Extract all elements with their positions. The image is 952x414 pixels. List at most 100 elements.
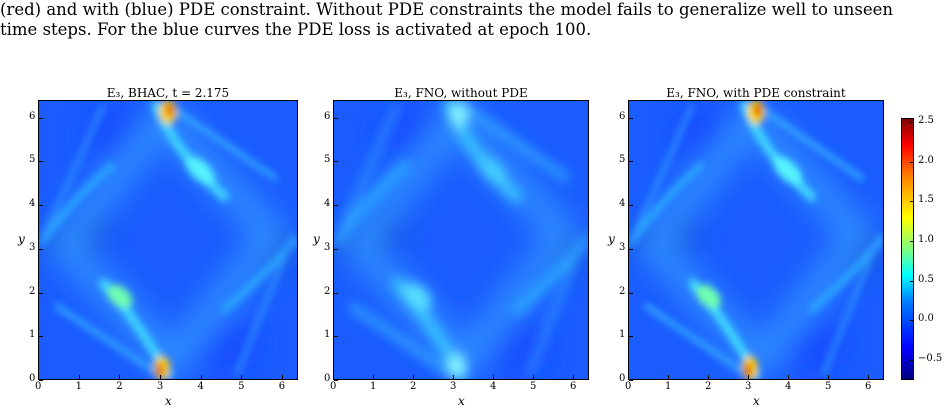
panel-3-ytick: 6: [619, 110, 626, 122]
panel-3-ylabel: y: [608, 232, 615, 246]
panel-3-xtick: 0: [625, 381, 632, 392]
panel-2-xlabel: x: [458, 394, 465, 408]
panel-3-heatmap: [629, 101, 883, 379]
panel-2-ylabel: y: [313, 232, 320, 246]
panel-1-ytick-mark: [39, 336, 43, 338]
panel-1-ytick-mark: [39, 117, 43, 119]
panel-1-xtick: 5: [238, 381, 245, 392]
panel-1-xtick: 0: [35, 381, 42, 392]
colorbar-tick-label: 2.0: [918, 154, 934, 166]
panel-1-heatmap: [39, 101, 297, 379]
panel-3-ytick-mark: [629, 336, 633, 338]
panel-2-ytick-mark: [334, 117, 338, 119]
colorbar-tick-mark: [910, 201, 913, 203]
panel-1-ytick: 3: [29, 241, 36, 253]
panel-1-xtick-mark: [78, 375, 80, 379]
panel-1-ytick: 4: [29, 198, 36, 209]
panel-3-ytick-mark: [629, 248, 633, 250]
panel-2-xtick: 6: [570, 381, 577, 392]
panel-2-ytick: 5: [324, 154, 331, 166]
panel-3-ytick: 0: [619, 373, 626, 384]
panel-3-ytick-mark: [629, 205, 633, 206]
colorbar-tick-label: 0.5: [918, 273, 934, 285]
panel-3-xtick: 2: [705, 381, 712, 392]
panel-3-xtick-mark: [708, 375, 709, 379]
panel-1-xtick-mark: [119, 375, 121, 379]
panel-2-xtick: 2: [410, 381, 417, 392]
colorbar-tick-mark: [910, 241, 913, 243]
panel-2-xtick-mark: [333, 375, 334, 379]
panel-1-ytick: 6: [29, 110, 36, 122]
colorbar-tick-mark: [910, 161, 913, 163]
panel-1-xtick: 6: [278, 381, 286, 392]
panel-2-xtick: 4: [490, 381, 497, 392]
colorbar-tick-label: 1.5: [918, 194, 934, 206]
panel-2-ytick: 1: [324, 329, 331, 341]
panel-3-xtick-mark: [788, 375, 789, 379]
colorbar-tick-label: 0.0: [918, 313, 934, 325]
panel-2-ytick-mark: [334, 248, 338, 250]
panel-2-ytick: 6: [324, 110, 331, 122]
panel-3-ytick: 5: [619, 154, 626, 166]
panel-1-ytick: 0: [29, 373, 36, 384]
panel-1-ytick: 2: [29, 285, 36, 297]
panel-2-xtick: 5: [530, 381, 537, 392]
panel-2-ytick-mark: [334, 336, 338, 338]
panel-2-xtick-mark: [493, 375, 494, 379]
panel-3-ytick-mark: [629, 380, 633, 381]
panel-3-xtick: 6: [865, 381, 872, 392]
panel-2-plot: [333, 100, 589, 380]
panel-3-ytick: 1: [619, 329, 626, 341]
panel-1-title: E₃, BHAC, t = 2.175: [106, 86, 230, 100]
panel-3-xtick: 1: [665, 381, 672, 392]
panel-1-ytick: 5: [29, 154, 36, 166]
panel-3-ytick: 4: [619, 198, 626, 209]
panel-3-xtick: 3: [745, 381, 752, 392]
panel-3-xtick: 5: [825, 381, 832, 392]
panel-3-xtick: 4: [785, 381, 792, 392]
panel-1-ylabel: y: [18, 232, 25, 246]
panel-1-xtick: 1: [75, 381, 82, 392]
colorbar-tick-mark: [910, 121, 913, 123]
panel-2-ytick: 0: [324, 373, 331, 384]
colorbar-tick-label: 1.0: [918, 234, 934, 246]
panel-1-xtick: 2: [116, 381, 123, 392]
panel-2-xtick-mark: [373, 375, 374, 379]
panel-3-ytick: 3: [619, 241, 626, 253]
panel-2-ytick: 2: [324, 285, 331, 297]
panel-3-ytick-mark: [629, 292, 633, 294]
panel-2-xtick: 0: [330, 381, 337, 392]
panel-1-xtick-mark: [159, 375, 161, 379]
panel-3-xtick-mark: [868, 375, 869, 379]
panel-2-ytick-mark: [334, 380, 338, 381]
colorbar-tick-mark: [910, 360, 913, 362]
panel-2-xtick-mark: [533, 375, 534, 379]
colorbar: [901, 118, 914, 380]
panel-1-xtick: 4: [197, 381, 204, 392]
caption-line-1: (red) and with (blue) PDE constraint. Wi…: [0, 0, 894, 19]
colorbar-tick-label: 2.5: [918, 114, 934, 126]
panel-2-xtick-mark: [453, 375, 454, 379]
panel-3-xlabel: x: [753, 394, 760, 408]
panel-1-ytick-mark: [39, 292, 43, 294]
colorbar-tick-label: −0.5: [918, 353, 943, 365]
panel-2-ytick: 4: [324, 198, 331, 209]
panel-1-ytick-mark: [39, 205, 43, 206]
panel-2-xtick: 1: [370, 381, 377, 392]
panel-3-xtick-mark: [628, 375, 629, 379]
panel-1-xtick-mark: [241, 375, 243, 379]
panel-3-xtick-mark: [748, 375, 749, 379]
panel-1-xlabel: x: [165, 394, 172, 408]
panel-3-plot: [628, 100, 884, 380]
panel-1-xtick-mark: [38, 375, 39, 379]
panel-1-ytick: 1: [29, 329, 36, 341]
panel-2-ytick: 3: [324, 241, 331, 253]
panel-3-xtick-mark: [828, 375, 829, 379]
panel-1-xtick-mark: [281, 375, 283, 379]
panel-3-ytick-mark: [629, 161, 633, 163]
panel-3-ytick: 2: [619, 285, 626, 297]
panel-1-xtick-mark: [200, 375, 202, 379]
panel-1-xtick: 3: [156, 381, 164, 392]
colorbar-tick-mark: [910, 320, 913, 322]
panel-3-title: E₃, FNO, with PDE constraint: [666, 86, 846, 100]
